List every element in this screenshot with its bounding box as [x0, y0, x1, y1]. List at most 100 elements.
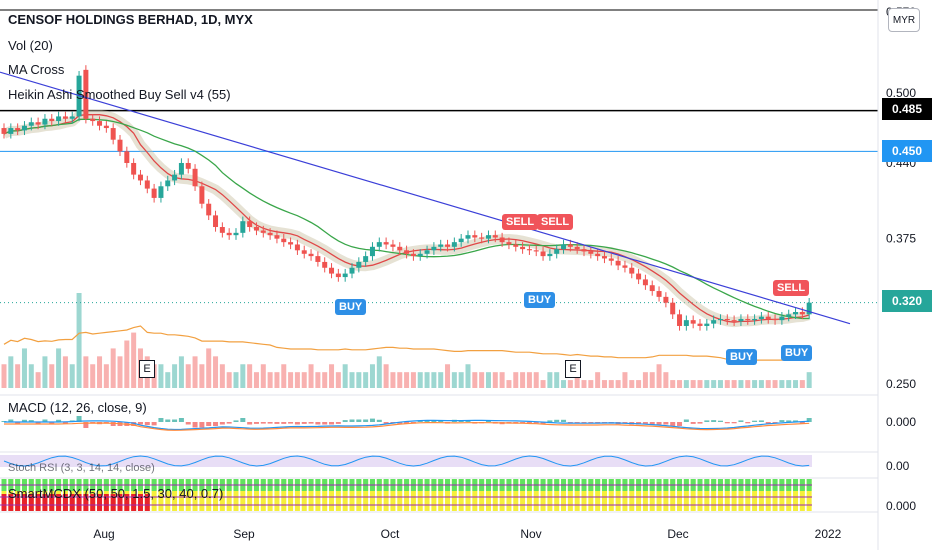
macd-histogram-bar [554, 419, 560, 422]
macd-histogram-bar [404, 422, 410, 424]
smart-yellow-bar [758, 479, 764, 511]
smart-yellow-bar [724, 479, 730, 511]
smart-yellow-bar [772, 479, 778, 511]
candle-body [506, 242, 512, 245]
candle-body [294, 244, 300, 251]
currency-button[interactable]: MYR [888, 8, 920, 32]
candle-body [97, 121, 103, 126]
smart-axis-label: 0.000 [886, 499, 916, 513]
candle-body [335, 273, 341, 278]
volume-bar [588, 380, 594, 388]
macd-histogram-bar [172, 419, 178, 422]
volume-bar [485, 372, 491, 388]
smart-red-bar [8, 494, 14, 511]
candle-body [83, 69, 89, 119]
smart-red-bar [83, 494, 89, 511]
volume-bar [69, 364, 75, 388]
smart-yellow-bar [438, 479, 444, 511]
volume-bar [404, 372, 410, 388]
candle-body [219, 227, 225, 233]
smart-yellow-bar [458, 479, 464, 511]
smart-yellow-bar [178, 479, 184, 511]
volume-bar [690, 380, 696, 388]
volume-bar [752, 380, 758, 388]
candle-body [765, 316, 771, 319]
volume-bar [697, 380, 703, 388]
ma-slow-line [3, 118, 810, 320]
macd-histogram-bar [192, 422, 198, 428]
macd-histogram-bar [677, 422, 683, 426]
last-price-badge: 0.320 [882, 290, 932, 312]
macd-histogram-bar [329, 422, 335, 425]
volume-bar [731, 380, 737, 388]
candle-body [69, 116, 75, 119]
macd-histogram-bar [547, 420, 553, 422]
candle-body [636, 273, 642, 280]
volume-bar [62, 356, 68, 388]
volume-bar [110, 348, 116, 388]
candle-body [683, 320, 689, 326]
volume-bar [417, 372, 423, 388]
candle-body [492, 235, 498, 238]
macd-histogram-bar [226, 422, 232, 424]
macd-histogram-bar [363, 419, 369, 422]
earnings-marker-1[interactable]: E [139, 360, 155, 378]
legend-ma-cross[interactable]: MA Cross [8, 62, 65, 77]
volume-bar [274, 372, 280, 388]
smart-yellow-bar [608, 479, 614, 511]
volume-bar [799, 380, 805, 388]
macd-histogram-bar [717, 420, 723, 422]
date-axis-label: Nov [520, 527, 541, 541]
volume-bar [253, 372, 259, 388]
legend-heikin-ashi[interactable]: Heikin Ashi Smoothed Buy Sell v4 (55) [8, 87, 231, 102]
macd-histogram-bar [15, 422, 21, 424]
candle-body [690, 320, 696, 324]
macd-histogram-bar [110, 422, 116, 426]
volume-bar [479, 372, 485, 388]
candle-body [417, 253, 423, 257]
macd-histogram-bar [253, 422, 259, 424]
smart-yellow-bar [274, 479, 280, 511]
smart-yellow-bar [294, 479, 300, 511]
smart-yellow-bar [793, 479, 799, 511]
candle-body [301, 250, 307, 254]
date-axis-label: 2022 [815, 527, 842, 541]
macd-histogram-bar [424, 420, 430, 422]
macd-histogram-bar [206, 422, 212, 426]
candle-body [410, 253, 416, 257]
macd-histogram-bar [670, 422, 676, 426]
smart-red-bar [144, 494, 150, 511]
macd-histogram-bar [663, 422, 669, 425]
volume-bar [8, 356, 14, 388]
legend-vol[interactable]: Vol (20) [8, 38, 53, 53]
candle-body [15, 128, 21, 131]
candle-body [131, 162, 137, 175]
macd-histogram-bar [561, 419, 567, 422]
legend-stoch-rsi[interactable]: Stoch RSI (3, 3, 14, 14, close) [8, 462, 155, 474]
smart-yellow-bar [390, 479, 396, 511]
macd-histogram-bar [526, 422, 532, 424]
smart-red-bar [76, 494, 82, 511]
candle-body [376, 242, 382, 247]
candle-body [8, 128, 14, 134]
legend-smart-mcdx[interactable]: SmartMCDX (50, 50, 1.5, 30, 40, 0.7) [8, 486, 224, 501]
candle-body [758, 316, 764, 319]
smart-yellow-bar [547, 479, 553, 511]
smart-red-bar [124, 494, 130, 511]
heikin-smoothed-band [2, 109, 811, 328]
macd-histogram-bar [8, 419, 14, 422]
earnings-marker-2[interactable]: E [565, 360, 581, 378]
volume-bar [779, 380, 785, 388]
macd-histogram-bar [779, 420, 785, 422]
candle-body [533, 250, 539, 252]
legend-macd[interactable]: MACD (12, 26, close, 9) [8, 400, 147, 415]
candle-body [526, 249, 532, 251]
volume-bar [226, 372, 232, 388]
macd-histogram-bar [369, 418, 375, 422]
smart-yellow-bar [533, 479, 539, 511]
date-axis-label: Oct [381, 527, 400, 541]
smart-yellow-bar [779, 479, 785, 511]
candle-body [431, 246, 437, 251]
macd-histogram-bar [765, 422, 771, 424]
